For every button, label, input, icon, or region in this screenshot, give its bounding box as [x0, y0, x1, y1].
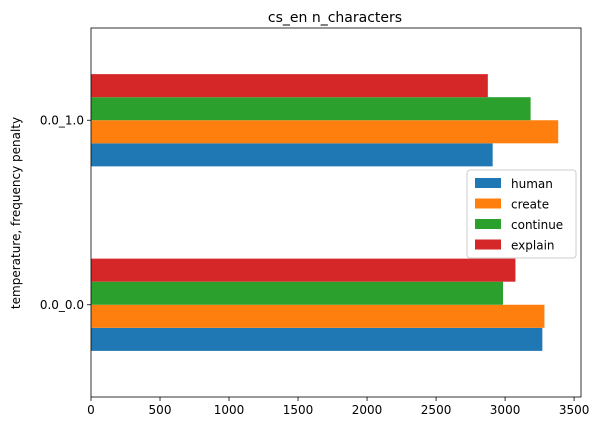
bar-create-0.0_1.0: [91, 120, 559, 144]
legend-label-create: create: [511, 198, 549, 212]
x-tick-label-2000: 2000: [352, 403, 383, 417]
legend-label-continue: continue: [511, 218, 563, 232]
legend-swatch-create: [475, 198, 501, 209]
legend-swatch-explain: [475, 239, 501, 250]
x-tick-label-1000: 1000: [214, 403, 245, 417]
legend-swatch-continue: [475, 219, 501, 229]
x-tick-label-3500: 3500: [559, 403, 590, 417]
x-tick-label-2500: 2500: [421, 403, 452, 417]
x-tick-label-3000: 3000: [490, 403, 521, 417]
y-tick-label-0.0_1.0: 0.0_1.0: [40, 113, 84, 127]
legend: human create continue explain: [466, 169, 577, 259]
bars: [91, 74, 559, 351]
plot-frame: [90, 27, 582, 398]
legend-box: [466, 169, 577, 259]
x-tick-label-1500: 1500: [283, 403, 314, 417]
bar-explain-0.0_0.0: [91, 258, 516, 282]
legend-swatch-human: [475, 178, 501, 188]
x-tick-label-500: 500: [149, 403, 172, 417]
x-tick-label-0: 0: [87, 403, 95, 417]
legend-label-human: human: [511, 177, 553, 191]
y-tick-label-0.0_0.0: 0.0_0.0: [40, 298, 84, 312]
legend-label-explain: explain: [511, 239, 555, 253]
bar-continue-0.0_0.0: [91, 281, 504, 305]
y-axis-label: temperature, frequency penalty: [9, 117, 23, 309]
bar-create-0.0_0.0: [91, 304, 545, 328]
bar-continue-0.0_1.0: [91, 97, 531, 121]
x-axis: 0 500 1000 1500 2000 2500 3000 3500: [87, 397, 589, 417]
chart-title: cs_en n_characters: [268, 10, 402, 26]
bar-human-0.0_1.0: [91, 143, 493, 167]
bar-human-0.0_0.0: [91, 327, 543, 351]
y-axis: 0.0_0.0 0.0_1.0: [40, 113, 91, 312]
bar-explain-0.0_1.0: [91, 74, 488, 98]
